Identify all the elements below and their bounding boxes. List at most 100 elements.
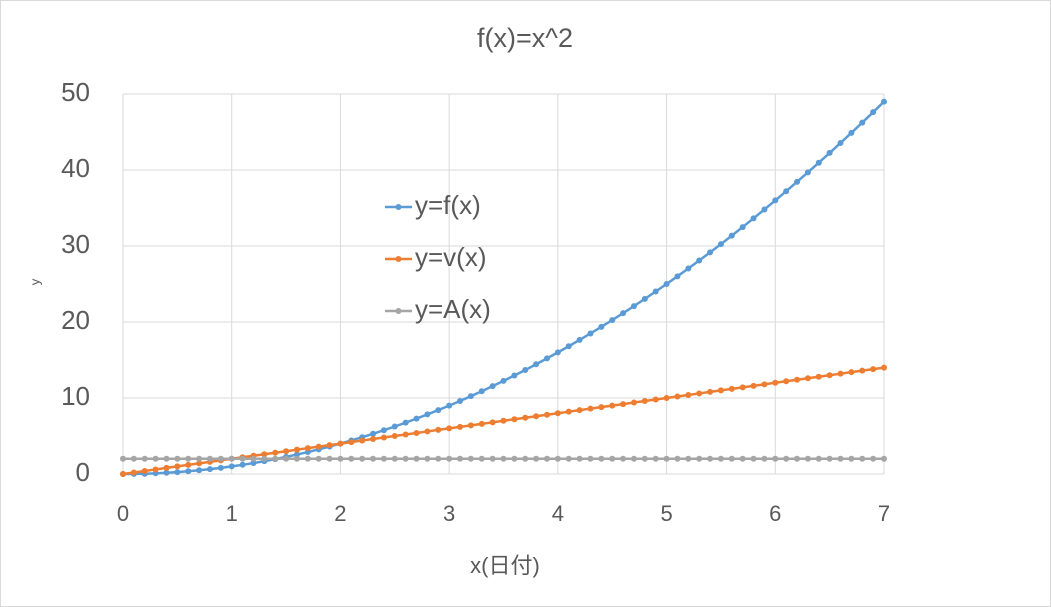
point	[457, 397, 464, 404]
point	[609, 402, 616, 409]
point	[500, 417, 507, 424]
point	[652, 455, 659, 462]
y-axis-label: y	[27, 278, 42, 285]
chart-title: f(x)=x^2	[477, 23, 573, 53]
x-axis-label: x(日付)	[470, 553, 540, 578]
point	[587, 330, 594, 337]
point	[533, 413, 540, 420]
point	[620, 455, 627, 462]
point	[794, 178, 801, 185]
point	[283, 455, 290, 462]
point	[576, 336, 583, 343]
point	[674, 455, 681, 462]
point	[261, 455, 268, 462]
point	[772, 197, 779, 204]
point	[511, 416, 518, 423]
point	[598, 455, 605, 462]
point	[717, 387, 724, 394]
point	[446, 402, 453, 409]
point	[576, 455, 583, 462]
point	[674, 273, 681, 280]
point	[663, 281, 670, 287]
x-tick-label: 5	[660, 501, 672, 526]
point	[739, 224, 746, 231]
x-tick-label: 2	[334, 501, 346, 526]
point	[685, 265, 692, 272]
point	[489, 455, 496, 462]
point	[641, 398, 648, 405]
point	[304, 455, 311, 462]
point	[304, 445, 311, 452]
point	[848, 129, 855, 136]
point	[696, 257, 703, 264]
point	[870, 455, 877, 462]
point	[837, 139, 844, 146]
point	[337, 440, 344, 447]
point	[489, 419, 496, 426]
point	[380, 427, 387, 434]
point	[424, 455, 431, 462]
y-tick-label: 30	[61, 229, 90, 259]
point	[826, 455, 833, 462]
point	[641, 455, 648, 462]
point	[565, 343, 572, 350]
point	[293, 455, 300, 462]
point	[794, 376, 801, 383]
point	[217, 455, 224, 462]
point	[467, 455, 474, 462]
point	[478, 455, 485, 462]
legend-marker	[395, 204, 402, 210]
point	[130, 455, 137, 462]
point	[413, 455, 420, 462]
point	[641, 295, 648, 302]
point	[435, 407, 442, 414]
point	[250, 455, 257, 462]
point	[359, 437, 366, 444]
point	[707, 388, 714, 395]
point	[141, 455, 148, 462]
point	[348, 455, 355, 462]
point	[609, 317, 616, 324]
point	[283, 448, 290, 455]
point	[315, 455, 322, 462]
point	[652, 288, 659, 295]
point	[413, 429, 420, 436]
point	[446, 425, 453, 432]
point	[761, 206, 768, 213]
point	[261, 451, 268, 458]
point	[728, 385, 735, 392]
point	[391, 455, 398, 462]
point	[500, 377, 507, 384]
point	[185, 461, 192, 468]
point	[120, 455, 126, 462]
point	[609, 455, 616, 462]
point	[163, 455, 170, 462]
point	[522, 414, 529, 421]
point	[206, 455, 213, 462]
point	[859, 367, 866, 374]
x-tick-label: 0	[117, 501, 129, 526]
point	[663, 455, 670, 462]
point	[326, 442, 333, 449]
point	[174, 469, 181, 476]
point	[761, 381, 768, 388]
point	[848, 455, 855, 462]
point	[783, 188, 790, 195]
point	[761, 455, 768, 462]
y-tick-label: 20	[61, 305, 90, 335]
point	[174, 463, 181, 470]
point	[293, 451, 300, 458]
point	[206, 466, 213, 473]
point	[413, 415, 420, 422]
point	[750, 455, 757, 462]
point	[359, 455, 366, 462]
point	[185, 468, 192, 475]
point	[511, 372, 518, 379]
point	[783, 455, 790, 462]
point	[370, 455, 377, 462]
point	[337, 455, 344, 462]
legend-label: y=A(x)	[415, 294, 491, 324]
point	[707, 455, 714, 462]
point	[543, 455, 550, 462]
